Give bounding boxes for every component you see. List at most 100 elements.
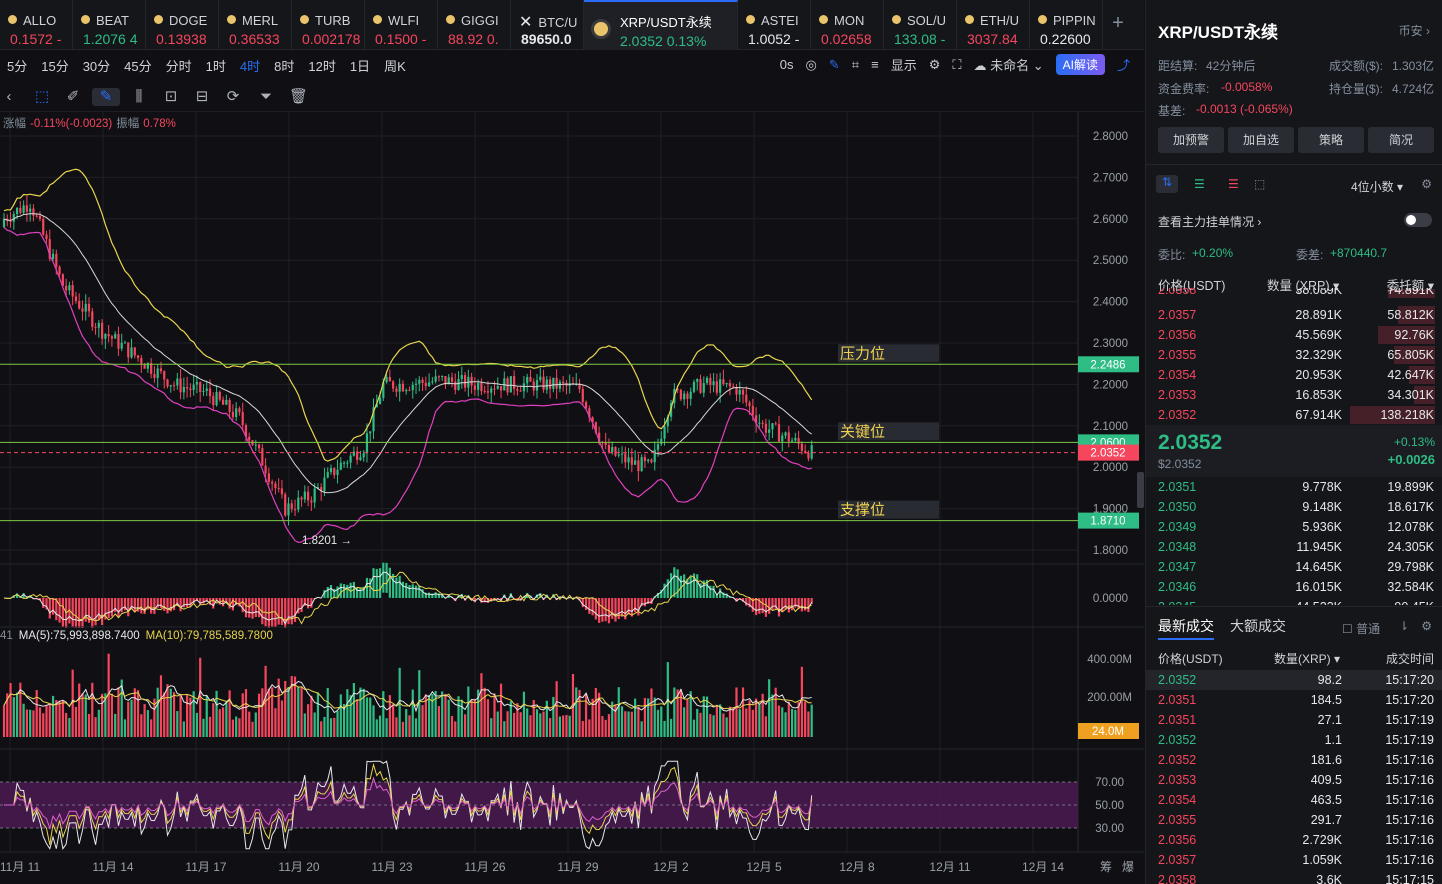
note-icon[interactable]: ⊟ [195,88,209,105]
chart-area[interactable]: 2.8000 2.7000 2.6000 2.5000 2.4000 2.3000 2.20… [0,112,1144,884]
ticker-tickers6[interactable]: GIGGI 88.92 0. [438,0,511,50]
bid-row[interactable]: 2.0346 16.015K 32.584K [1146,577,1442,597]
brush-icon[interactable]: ✎ [92,88,120,106]
ask-row[interactable]: 2.0355 32.329K 65.805K [1146,345,1442,365]
mid-change: +0.0026 [1387,452,1435,467]
timeframe-4[interactable]: 分时 [165,58,192,74]
orderbook-depth-icon[interactable]: ⬚ [1254,177,1266,191]
decimals-select[interactable]: 4位小数 ▾ [1351,180,1404,194]
bid-row[interactable]: 2.0345 44.523K 90.45K [1146,597,1442,605]
bars-icon[interactable]: ⫼ [135,88,143,105]
settings-icon[interactable]: ⚙ [928,56,941,72]
macd-bar [78,598,81,628]
bid-row[interactable]: 2.0351 9.778K 19.899K [1146,477,1442,497]
bid-row[interactable]: 2.0347 14.645K 29.798K [1146,557,1442,577]
trash-icon[interactable]: 🗑 [289,88,309,105]
ask-row[interactable]: 2.0356 45.569K 92.76K [1146,325,1442,345]
ask-row[interactable]: 2.0354 20.953K 42.647K [1146,365,1442,385]
ticker-tickers_right0[interactable]: ASTEI 1.0052 - [738,0,811,50]
share-icon[interactable]: ⤴ [1116,58,1130,73]
ai-analysis-button[interactable]: AI解读 [1055,54,1105,75]
watchlist-button[interactable]: 加自选 [1228,127,1294,153]
volume-bar [804,701,807,737]
ticker-tickers4[interactable]: TURB 0.002178 [292,0,365,50]
level-name: 关键位 [840,423,885,440]
main-orders-link[interactable]: 查看主力挂单情况 › [1158,215,1262,229]
add-tab-icon[interactable]: + [1112,12,1124,34]
tab-large-trades[interactable]: 大额成交 [1230,618,1286,634]
pen-icon[interactable]: ✎ [828,56,840,72]
candle-body [117,333,120,349]
macd-bar [761,598,764,614]
collapse-icon[interactable]: ‹ [6,88,12,105]
ob-header-qty[interactable]: 数量 (XRP) ▾ [1267,279,1340,293]
filter-icon[interactable]: ⏷ [259,88,272,105]
ticker-tickers3[interactable]: MERL 0.36533 [219,0,292,50]
volume-bar [496,711,499,737]
exchange-link[interactable]: 币安 › [1398,24,1430,38]
ticker-tickers_right3[interactable]: ETH/U 3037.84 [957,0,1030,50]
candle-body [535,380,539,391]
ask-row[interactable]: 2.0357 28.891K 58.812K [1146,305,1442,325]
ticker-tickers_right2[interactable]: SOL/U 133.08 - [884,0,957,50]
crop-icon[interactable]: ⌗ [851,56,860,72]
ticker-tickers0[interactable]: ALLO 0.1572 - [0,0,73,50]
coin-icon [819,15,828,24]
ob-header-amount[interactable]: 委托额 ▾ [1386,279,1434,293]
orderbook-settings-icon[interactable]: ⚙ [1421,177,1432,191]
ruler-icon[interactable]: ✐ [66,88,80,105]
orderbook-bids-icon[interactable]: ☰ [1194,177,1205,191]
display-button[interactable]: 显示 [890,58,917,73]
ask-row[interactable]: 2.0352 67.914K 138.218K [1146,405,1442,425]
ticker-active[interactable]: XRP/USDT永续 2.0352 0.13% [584,0,738,50]
ask-row[interactable]: 2.0353 16.853K 34.301K [1146,385,1442,405]
timeframe-10[interactable]: 周K [384,58,406,74]
ticker-btc[interactable]: ✕ BTC/U 89650.0 [511,0,584,50]
close-icon[interactable]: ✕ [519,14,533,31]
timeframe-9[interactable]: 1日 [349,58,371,74]
ticker-tickers_right4[interactable]: PIPPIN 0.22600 [1030,0,1103,50]
timeframe-3[interactable]: 45分 [124,58,152,74]
orderbook-both-icon[interactable]: ⇅ [1156,175,1178,193]
filter-icon[interactable]: ⇂ [1399,619,1410,633]
volume-ma10-line [3,684,812,710]
alert-button[interactable]: 加预警 [1158,127,1224,153]
tab-latest-trades[interactable]: 最新成交 [1158,618,1214,634]
ask-row[interactable]: 2.0358 38.089K 74.891K [1146,288,1442,298]
timeframe-2[interactable]: 30分 [82,58,111,74]
lock-icon[interactable]: ⊡ [164,88,178,105]
cloud-layout-button[interactable]: ☁ 未命名 ⌄ [973,58,1044,73]
volume-bar [19,682,22,737]
ticker-tickers_right1[interactable]: MON 0.02658 [811,0,884,50]
bid-row[interactable]: 2.0349 5.936K 12.078K [1146,517,1442,537]
list-icon[interactable]: ≡ [871,57,879,72]
timeframe-5[interactable]: 1时 [205,58,226,74]
macd-bar [715,593,718,598]
ticker-tickers1[interactable]: BEAT 1.2076 4 [73,0,146,50]
volume-bar [189,697,192,737]
cursor-icon[interactable]: ⬚ [34,88,50,105]
orderbook-asks-icon[interactable]: ☰ [1228,177,1239,191]
macd-bar [284,598,287,628]
ticker-tickers2[interactable]: DOGE 0.13938 [146,0,219,50]
camera-icon[interactable]: ◎ [805,56,817,72]
timeframe-6[interactable]: 4时 [239,58,261,74]
trade-header-qty[interactable]: 数量(XRP) ▾ [1274,652,1341,666]
ticker-tickers5[interactable]: WLFI 0.1500 - [365,0,438,50]
timeframe-1[interactable]: 15分 [41,58,69,74]
fullscreen-icon[interactable]: ⛶ [952,56,962,72]
timeframe-0[interactable]: 5分 [7,58,28,74]
bid-row[interactable]: 2.0350 9.148K 18.617K [1146,497,1442,517]
bid-row[interactable]: 2.0348 11.945K 24.305K [1146,537,1442,557]
normal-checkbox[interactable]: ☐ 普通 [1342,622,1381,636]
timeframe-7[interactable]: 8时 [274,58,295,74]
candle-body [356,451,359,460]
candle-body [450,377,454,382]
main-orders-toggle[interactable] [1404,213,1432,227]
trades-settings-icon[interactable]: ⚙ [1421,619,1432,633]
magic-icon[interactable]: ⟳ [226,88,240,105]
overview-button[interactable]: 简况 [1368,127,1434,153]
timeframe-8[interactable]: 12时 [308,58,336,74]
strategy-button[interactable]: 策略 [1298,127,1364,153]
ask-qty: 32.329K [1295,348,1342,362]
